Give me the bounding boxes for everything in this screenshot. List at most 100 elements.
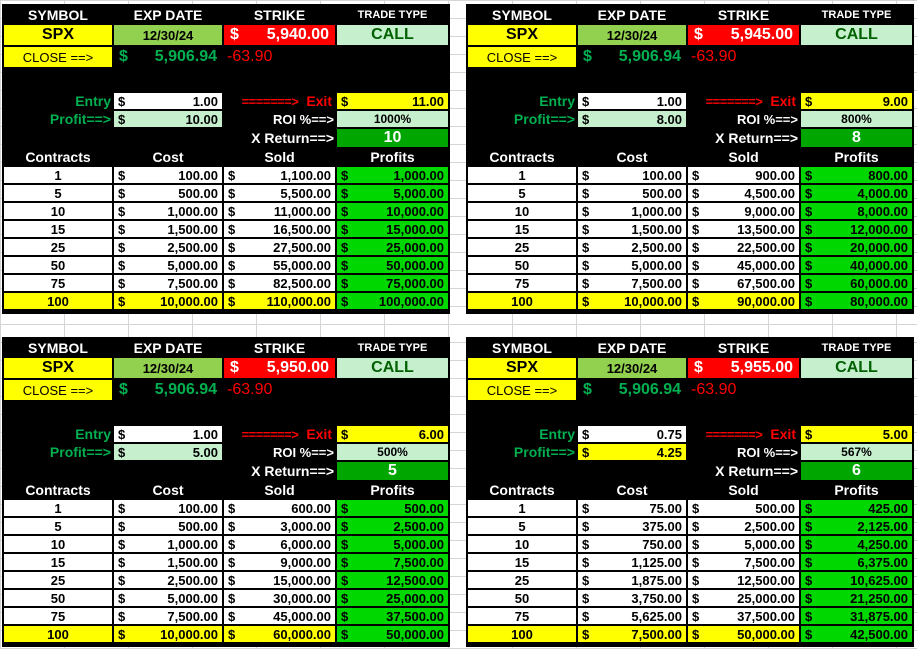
entry-price-cell[interactable]: $ 1.00 <box>113 425 223 443</box>
contracts-cell[interactable]: 50 <box>3 589 113 607</box>
contracts-cell[interactable]: 75 <box>3 607 113 625</box>
sold-cell[interactable]: $ 90,000.00 <box>687 292 800 310</box>
sold-cell[interactable]: $ 5,500.00 <box>223 184 336 202</box>
contracts-cell[interactable]: 5 <box>3 517 113 535</box>
cost-cell[interactable]: $ 100.00 <box>577 166 687 184</box>
sold-cell[interactable]: $ 22,500.00 <box>687 238 800 256</box>
sold-cell[interactable]: $ 45,000.00 <box>687 256 800 274</box>
cost-cell[interactable]: $ 10,000.00 <box>113 292 223 310</box>
profit-cell[interactable]: $ 42,500.00 <box>800 625 913 643</box>
cost-cell[interactable]: $ 2,500.00 <box>577 238 687 256</box>
trade-type-cell[interactable]: CALL <box>800 24 913 46</box>
cost-cell[interactable]: $ 5,000.00 <box>113 256 223 274</box>
profit-per-contract-cell[interactable]: $ 4.25 <box>577 443 687 461</box>
contracts-cell[interactable]: 100 <box>3 292 113 310</box>
cost-cell[interactable]: $ 500.00 <box>577 184 687 202</box>
contracts-cell[interactable]: 10 <box>3 202 113 220</box>
cost-cell[interactable]: $ 7,500.00 <box>113 607 223 625</box>
sold-cell[interactable]: $ 7,500.00 <box>687 553 800 571</box>
contracts-cell[interactable]: 10 <box>467 535 577 553</box>
exit-price-cell[interactable]: $ 5.00 <box>800 425 913 443</box>
roi-value[interactable]: 1000% <box>336 110 449 128</box>
contracts-cell[interactable]: 15 <box>467 220 577 238</box>
profit-cell[interactable]: $ 10,000.00 <box>336 202 449 220</box>
sold-cell[interactable]: $ 3,000.00 <box>223 517 336 535</box>
cost-cell[interactable]: $ 1,500.00 <box>113 220 223 238</box>
sold-cell[interactable]: $ 12,500.00 <box>687 571 800 589</box>
change-cell[interactable]: -63.90 <box>691 381 737 398</box>
roi-value[interactable]: 567% <box>800 443 913 461</box>
cost-cell[interactable]: $ 2,500.00 <box>113 238 223 256</box>
x-return-value[interactable]: 8 <box>800 128 913 148</box>
profit-cell[interactable]: $ 75,000.00 <box>336 274 449 292</box>
profit-cell[interactable]: $ 50,000.00 <box>336 256 449 274</box>
exit-price-cell[interactable]: $ 11.00 <box>336 92 449 110</box>
cost-cell[interactable]: $ 100.00 <box>113 499 223 517</box>
profit-per-contract-cell[interactable]: $ 10.00 <box>113 110 223 128</box>
trade-type-cell[interactable]: CALL <box>800 357 913 379</box>
contracts-cell[interactable]: 10 <box>467 202 577 220</box>
profit-cell[interactable]: $ 4,250.00 <box>800 535 913 553</box>
sold-cell[interactable]: $ 55,000.00 <box>223 256 336 274</box>
cost-cell[interactable]: $ 375.00 <box>577 517 687 535</box>
sold-cell[interactable]: $ 9,000.00 <box>687 202 800 220</box>
contracts-cell[interactable]: 50 <box>467 589 577 607</box>
profit-cell[interactable]: $ 7,500.00 <box>336 553 449 571</box>
profit-cell[interactable]: $ 2,500.00 <box>336 517 449 535</box>
profit-cell[interactable]: $ 50,000.00 <box>336 625 449 643</box>
profit-cell[interactable]: $ 20,000.00 <box>800 238 913 256</box>
contracts-cell[interactable]: 75 <box>467 274 577 292</box>
contracts-cell[interactable]: 1 <box>467 499 577 517</box>
sold-cell[interactable]: $ 600.00 <box>223 499 336 517</box>
sold-cell[interactable]: $ 16,500.00 <box>223 220 336 238</box>
sold-cell[interactable]: $ 6,000.00 <box>223 535 336 553</box>
profit-cell[interactable]: $ 500.00 <box>336 499 449 517</box>
cost-cell[interactable]: $ 750.00 <box>577 535 687 553</box>
profit-cell[interactable]: $ 4,000.00 <box>800 184 913 202</box>
profit-cell[interactable]: $ 5,000.00 <box>336 535 449 553</box>
contracts-cell[interactable]: 25 <box>467 571 577 589</box>
contracts-cell[interactable]: 5 <box>467 517 577 535</box>
profit-cell[interactable]: $ 31,875.00 <box>800 607 913 625</box>
sold-cell[interactable]: $ 11,000.00 <box>223 202 336 220</box>
profit-cell[interactable]: $ 5,000.00 <box>336 184 449 202</box>
sold-cell[interactable]: $ 50,000.00 <box>687 625 800 643</box>
contracts-cell[interactable]: 15 <box>467 553 577 571</box>
cost-cell[interactable]: $ 1,875.00 <box>577 571 687 589</box>
contracts-cell[interactable]: 100 <box>467 292 577 310</box>
profit-cell[interactable]: $ 425.00 <box>800 499 913 517</box>
close-price-cell[interactable]: $ 5,906.94 <box>113 379 223 401</box>
contracts-cell[interactable]: 100 <box>467 625 577 643</box>
sold-cell[interactable]: $ 9,000.00 <box>223 553 336 571</box>
sold-cell[interactable]: $ 37,500.00 <box>687 607 800 625</box>
exp-date-cell[interactable]: 12/30/24 <box>113 357 223 379</box>
profit-cell[interactable]: $ 60,000.00 <box>800 274 913 292</box>
sold-cell[interactable]: $ 45,000.00 <box>223 607 336 625</box>
profit-cell[interactable]: $ 15,000.00 <box>336 220 449 238</box>
cost-cell[interactable]: $ 500.00 <box>113 517 223 535</box>
contracts-cell[interactable]: 15 <box>3 553 113 571</box>
contracts-cell[interactable]: 50 <box>467 256 577 274</box>
contracts-cell[interactable]: 10 <box>3 535 113 553</box>
entry-price-cell[interactable]: $ 0.75 <box>577 425 687 443</box>
profit-cell[interactable]: $ 1,000.00 <box>336 166 449 184</box>
profit-cell[interactable]: $ 800.00 <box>800 166 913 184</box>
cost-cell[interactable]: $ 1,000.00 <box>577 202 687 220</box>
change-cell[interactable]: -63.90 <box>691 48 737 65</box>
trade-type-cell[interactable]: CALL <box>336 24 449 46</box>
contracts-cell[interactable]: 50 <box>3 256 113 274</box>
profit-cell[interactable]: $ 40,000.00 <box>800 256 913 274</box>
profit-cell[interactable]: $ 12,500.00 <box>336 571 449 589</box>
change-cell[interactable]: -63.90 <box>227 48 273 65</box>
contracts-cell[interactable]: 1 <box>3 166 113 184</box>
sold-cell[interactable]: $ 30,000.00 <box>223 589 336 607</box>
profit-cell[interactable]: $ 21,250.00 <box>800 589 913 607</box>
cost-cell[interactable]: $ 5,000.00 <box>113 589 223 607</box>
entry-price-cell[interactable]: $ 1.00 <box>577 92 687 110</box>
cost-cell[interactable]: $ 5,625.00 <box>577 607 687 625</box>
profit-cell[interactable]: $ 6,375.00 <box>800 553 913 571</box>
contracts-cell[interactable]: 1 <box>3 499 113 517</box>
x-return-value[interactable]: 6 <box>800 461 913 481</box>
profit-per-contract-cell[interactable]: $ 8.00 <box>577 110 687 128</box>
exit-price-cell[interactable]: $ 6.00 <box>336 425 449 443</box>
